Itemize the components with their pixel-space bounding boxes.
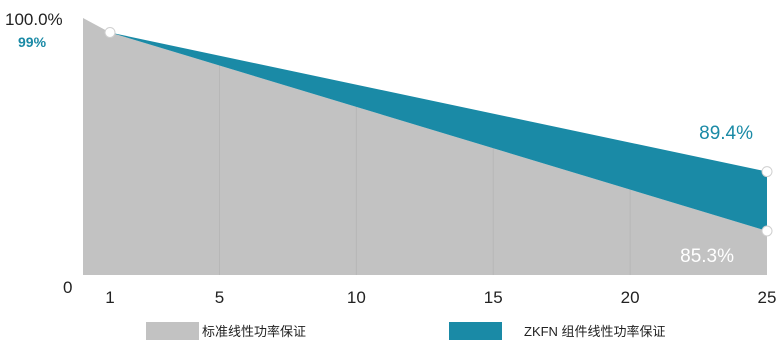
x-tick-label: 10 <box>347 288 366 307</box>
zkfn-end-value-label: 89.4% <box>699 123 753 144</box>
legend-label: 标准线性功率保证 <box>202 324 306 339</box>
standard-end-value-label: 85.3% <box>680 246 734 267</box>
standard-warranty-area <box>83 18 767 275</box>
zkfn-warranty-band <box>110 32 767 232</box>
standard-end-point-marker <box>761 225 773 237</box>
legend-swatch <box>449 322 502 340</box>
legend-swatch <box>146 322 199 340</box>
x-tick-label: 20 <box>621 288 640 307</box>
zkfn-end-point-marker <box>761 166 773 178</box>
x-tick-label: 5 <box>215 288 224 307</box>
y-tick-label-bottom: 0 <box>63 278 72 297</box>
x-tick-label: 15 <box>484 288 503 307</box>
y-tick-label-top: 100.0% <box>5 10 63 29</box>
legend-label: ZKFN 组件线性功率保证 <box>524 324 666 339</box>
start-point-marker <box>104 26 116 38</box>
x-tick-label: 25 <box>758 288 777 307</box>
x-tick-label: 1 <box>105 288 114 307</box>
start-value-label: 99% <box>18 34 47 50</box>
